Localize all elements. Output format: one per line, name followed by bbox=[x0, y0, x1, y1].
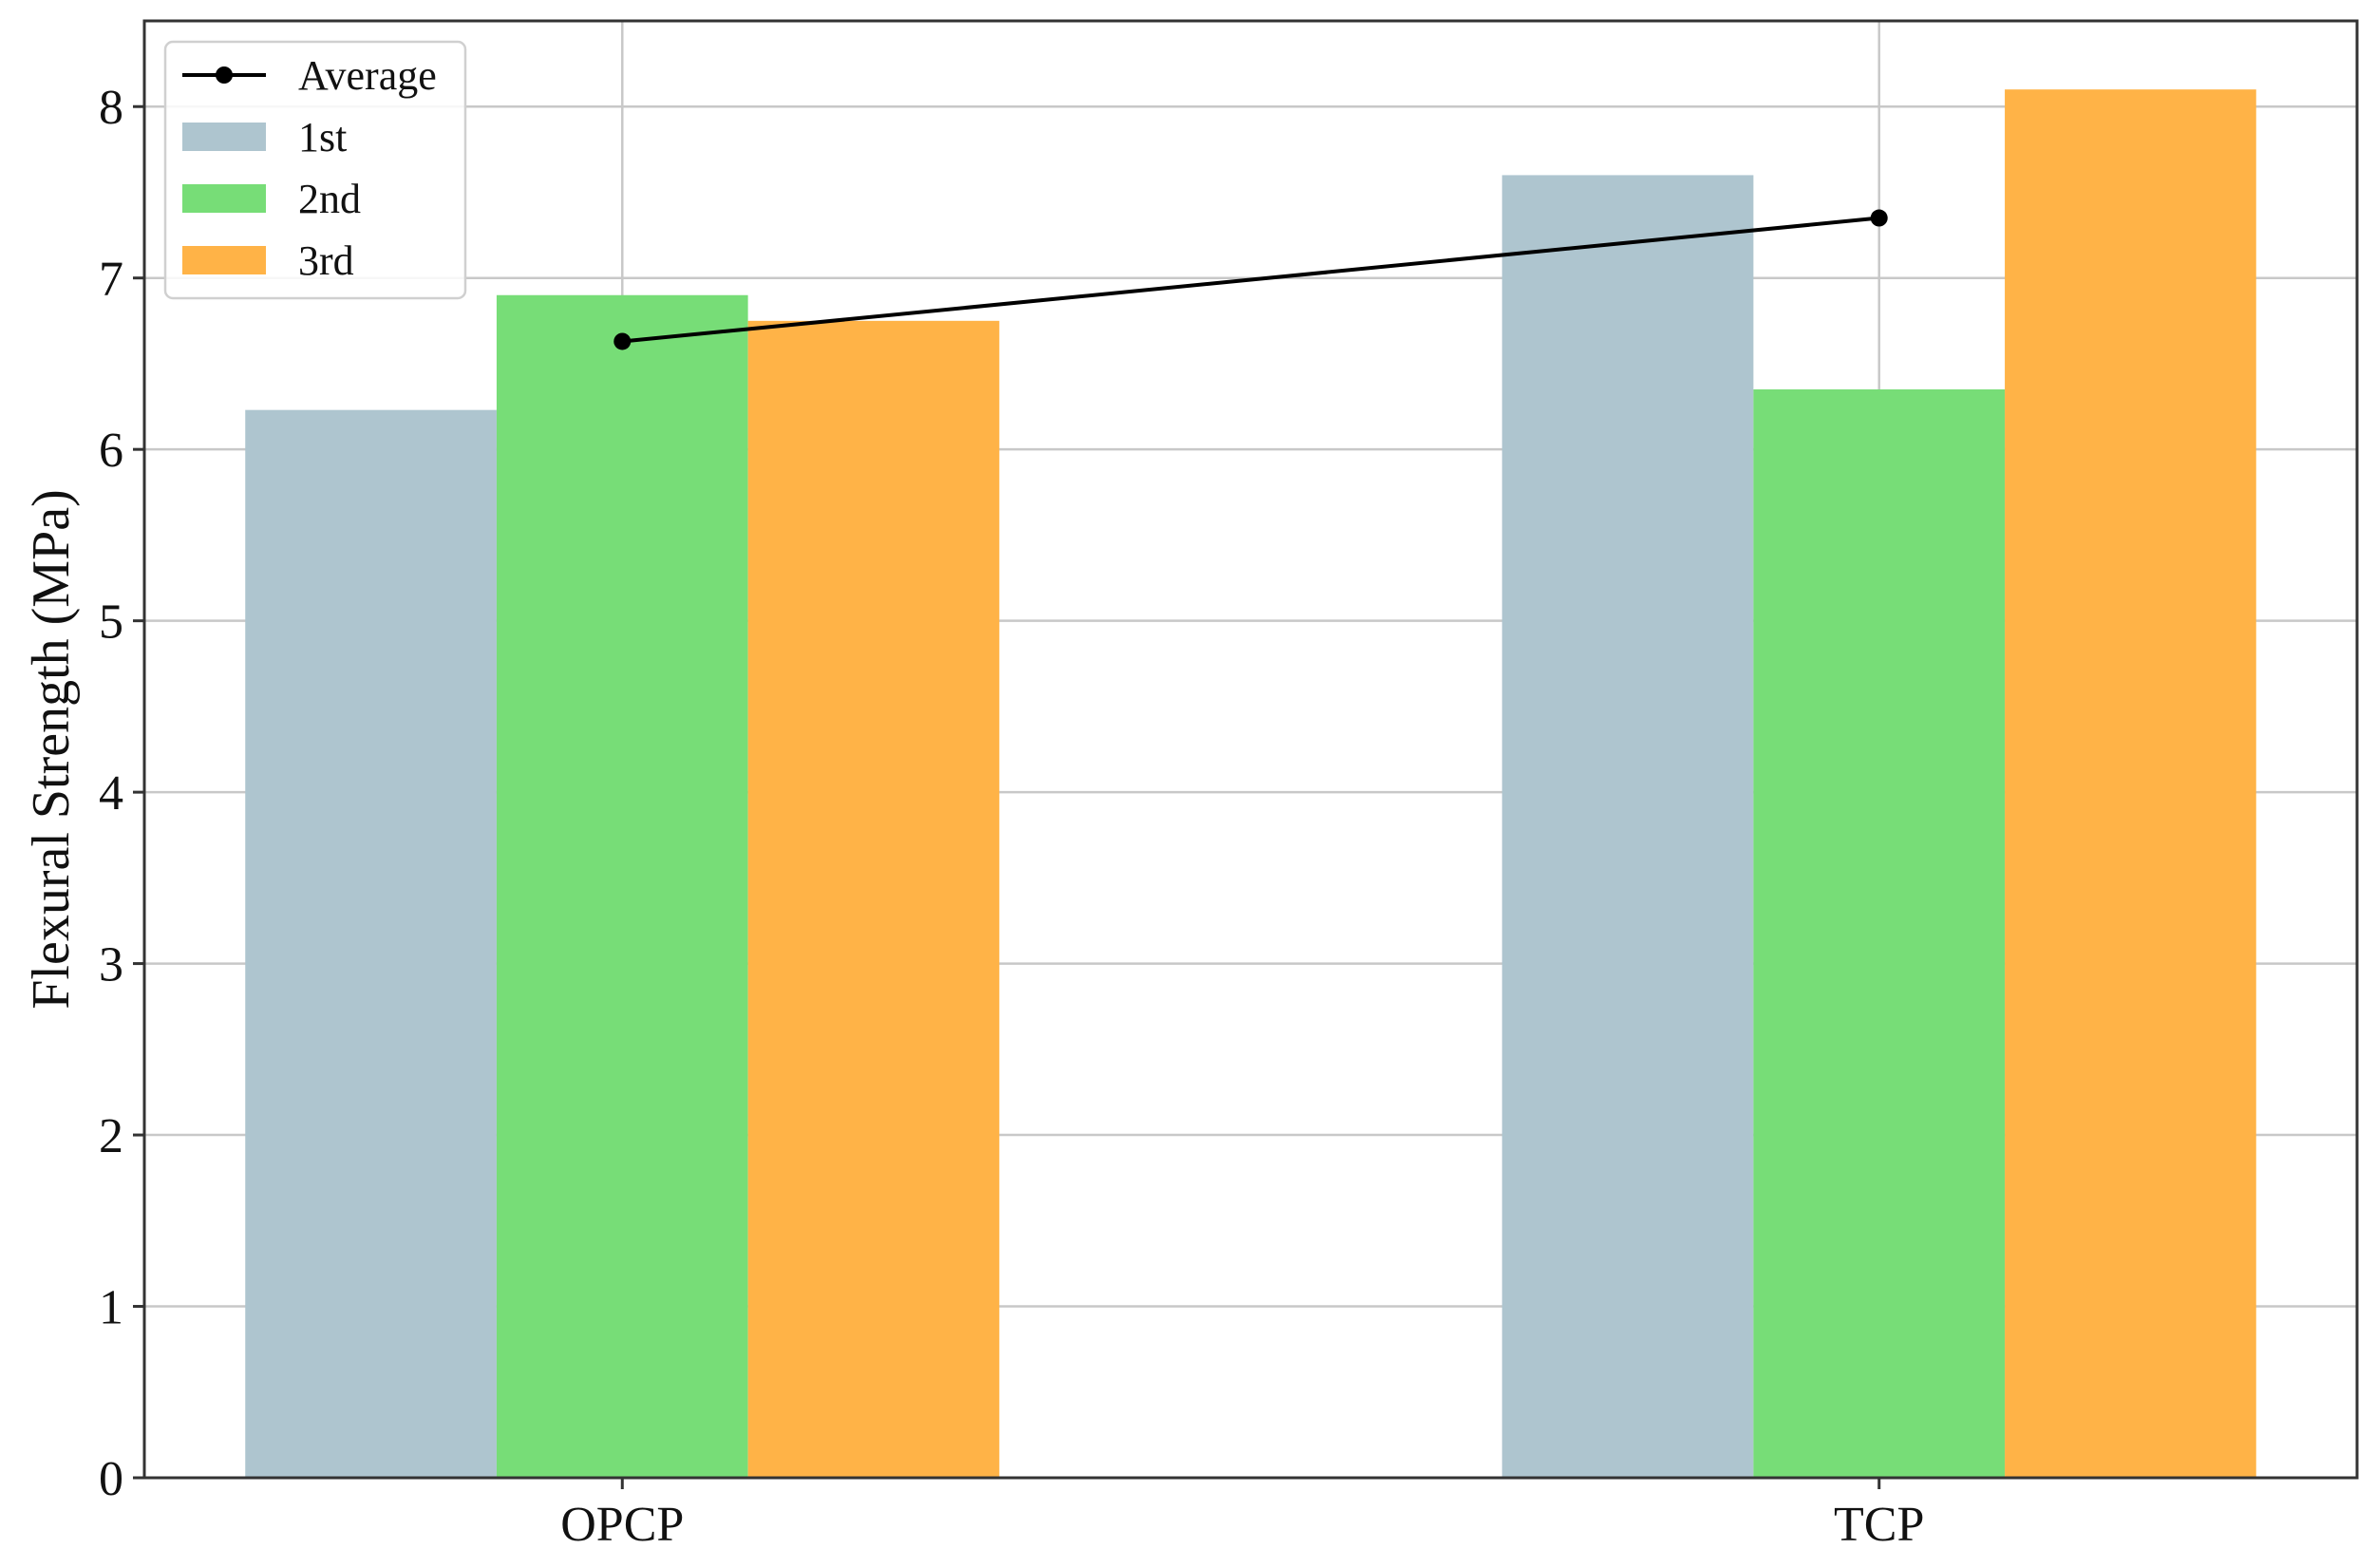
legend-patch-1st bbox=[182, 123, 266, 151]
legend-box bbox=[163, 40, 467, 300]
legend-marker-swatch bbox=[216, 66, 233, 84]
average-point-OPCP bbox=[613, 332, 632, 350]
legend-label-3rd: 3rd bbox=[298, 237, 354, 284]
legend: Average 1st 2nd 3rd bbox=[163, 40, 467, 300]
bar-3rd-OPCP bbox=[747, 320, 1000, 1479]
y-axis-ticks: 0 1 2 3 4 5 6 7 8 bbox=[99, 81, 144, 1506]
y-tick-label: 1 bbox=[99, 1281, 123, 1335]
bar-1st-TCP bbox=[1501, 175, 1754, 1478]
legend-label-1st: 1st bbox=[298, 114, 347, 161]
y-tick-label: 0 bbox=[99, 1452, 123, 1506]
legend-label-2nd: 2nd bbox=[298, 176, 361, 222]
average-point-TCP bbox=[1870, 209, 1888, 227]
bars bbox=[245, 89, 2256, 1479]
y-tick-label: 2 bbox=[99, 1109, 123, 1163]
bar-2nd-TCP bbox=[1753, 389, 2006, 1479]
plot-area-frame bbox=[142, 19, 2359, 1480]
x-axis-ticks: OPCP TCP bbox=[560, 1478, 1924, 1552]
y-axis-title: Flexural Strength (MPa) bbox=[22, 489, 81, 1009]
bar-1st-OPCP bbox=[245, 409, 497, 1479]
bar-3rd-TCP bbox=[2005, 89, 2256, 1478]
y-tick-label: 4 bbox=[99, 766, 123, 821]
y-tick-label: 6 bbox=[99, 424, 123, 478]
y-tick-label: 8 bbox=[99, 81, 123, 135]
x-tick-label-OPCP: OPCP bbox=[560, 1498, 684, 1552]
bar-2nd-OPCP bbox=[496, 294, 748, 1478]
legend-patch-2nd bbox=[182, 184, 266, 213]
average-line-path bbox=[622, 216, 1879, 344]
x-tick-label-TCP: TCP bbox=[1834, 1498, 1924, 1552]
legend-label-Average: Average bbox=[298, 52, 437, 99]
y-tick-label: 5 bbox=[99, 595, 123, 650]
average-line bbox=[613, 209, 1888, 350]
y-tick-label: 7 bbox=[99, 253, 123, 307]
legend-patch-3rd bbox=[182, 246, 266, 274]
y-tick-label: 3 bbox=[99, 938, 123, 992]
